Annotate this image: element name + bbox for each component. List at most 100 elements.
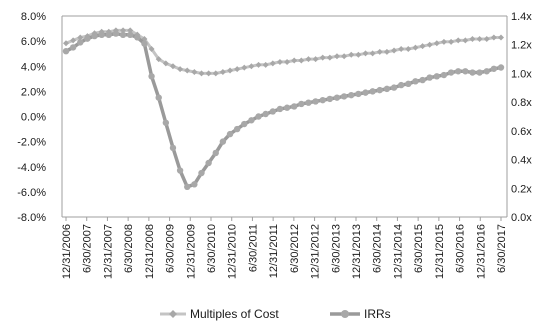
irrs-point — [412, 78, 419, 85]
irrs-point — [348, 91, 355, 99]
multiples-of-cost-point — [319, 54, 326, 61]
irrs-point — [497, 64, 505, 71]
irrs-point — [405, 80, 412, 88]
multiples-of-cost-point — [305, 56, 312, 63]
multiples-of-cost-point — [291, 57, 298, 64]
irrs-point — [426, 74, 433, 81]
irrs-point — [226, 130, 234, 138]
irrs-point — [333, 94, 341, 101]
irrs-point — [419, 76, 426, 84]
multiples-of-cost-point — [191, 68, 198, 75]
irrs-point — [69, 44, 77, 51]
multiples-of-cost-point — [255, 61, 262, 68]
x-axis-tick-label: 12/31/2007 — [102, 224, 114, 279]
irrs-point — [376, 86, 383, 94]
multiples-of-cost-point — [341, 53, 348, 60]
x-axis-tick-label: 12/31/2006 — [61, 224, 73, 279]
multiples-of-cost-point — [276, 58, 283, 65]
irrs-point — [369, 88, 376, 95]
multiples-of-cost-point — [63, 40, 69, 47]
multiples-of-cost-point — [362, 50, 369, 57]
legend-irrs-marker — [341, 310, 349, 318]
irrs-point — [433, 73, 441, 80]
x-axis-tick-label: 12/31/2016 — [475, 224, 487, 279]
irrs-point — [233, 125, 241, 133]
multiples-of-cost-point — [462, 37, 469, 44]
multiples-of-cost-point — [412, 44, 419, 51]
multiples-of-cost-point — [476, 35, 483, 42]
irrs-point — [469, 69, 476, 76]
multiples-of-cost-point — [162, 60, 169, 67]
irrs-point — [162, 119, 170, 126]
irrs-point — [490, 65, 498, 72]
irrs-point — [205, 159, 212, 167]
irrs-point — [112, 30, 120, 37]
irrs-point — [269, 108, 277, 115]
right-axis-tick-label: 0.8x — [511, 97, 532, 109]
legend: Multiples of Cost IRRs — [160, 307, 391, 321]
irrs-point — [312, 98, 319, 105]
multiples-of-cost-point — [227, 67, 234, 74]
multiples-of-cost-point — [455, 37, 462, 44]
multiples-of-cost-point — [440, 38, 447, 45]
multiples-of-cost-point — [433, 40, 440, 47]
irrs-point — [141, 40, 148, 47]
legend-label: Multiples of Cost — [190, 307, 279, 321]
irrs-point — [447, 69, 455, 76]
irrs-point — [383, 85, 391, 93]
multiples-of-cost-point — [269, 60, 276, 67]
multiples-of-cost-point — [398, 46, 405, 53]
x-axis-tick-label: 12/31/2013 — [351, 224, 363, 279]
irrs-point — [462, 68, 469, 75]
irrs-point — [283, 104, 291, 111]
multiples-of-cost-point — [262, 61, 269, 68]
x-axis-tick-label: 6/30/2013 — [330, 224, 342, 273]
multiples-of-cost-point — [498, 34, 504, 41]
multiples-of-cost-point — [333, 53, 340, 60]
irrs-point — [191, 181, 198, 188]
irrs-point — [355, 90, 362, 98]
irrs-point — [169, 144, 177, 152]
x-axis-tick-label: 12/31/2012 — [310, 224, 322, 279]
irrs-point — [397, 81, 405, 89]
irrs-point — [476, 69, 483, 76]
multiples-of-cost-point — [169, 63, 176, 70]
multiples-of-cost-point — [198, 70, 205, 77]
multiples-of-cost-point — [120, 27, 127, 34]
multiples-of-cost-point — [70, 37, 77, 44]
irrs-point — [119, 31, 127, 39]
irrs-point — [305, 99, 312, 106]
irrs-point — [255, 113, 262, 120]
x-axis-tick-label: 12/31/2010 — [227, 224, 239, 279]
irrs-point — [126, 31, 134, 39]
right-axis-tick-label: 0.0x — [511, 212, 532, 224]
multiples-of-cost-point — [326, 54, 333, 61]
irrs-point — [326, 95, 334, 103]
irrs-point — [184, 183, 191, 191]
x-axis-tick-label: 6/30/2008 — [123, 224, 135, 273]
multiples-of-cost-point — [241, 64, 248, 71]
irrs-point — [483, 68, 490, 75]
multiples-of-cost-point — [205, 70, 212, 77]
multiples-of-cost-point — [219, 68, 226, 75]
irrs-point — [176, 167, 184, 174]
irrs-point — [440, 71, 448, 79]
multiples-of-cost-point — [348, 51, 355, 58]
irrs-point — [455, 68, 462, 75]
right-axis-tick-label: 0.4x — [511, 155, 532, 167]
irrs-point — [219, 138, 227, 145]
x-axis-tick-label: 12/31/2011 — [268, 224, 280, 278]
left-axis-tick-label: 6.0% — [21, 36, 46, 48]
irrs-point — [248, 117, 255, 124]
left-axis-tick-label: 8.0% — [21, 11, 46, 23]
axes-layer — [61, 15, 508, 221]
irrs-point — [362, 89, 369, 96]
irrs-point — [155, 94, 162, 101]
multiples-of-cost-point — [77, 34, 84, 41]
multiples-of-cost-point — [212, 70, 219, 77]
multiples-of-cost-point — [383, 48, 390, 55]
multiples-of-cost-point — [127, 27, 134, 34]
x-axis-tick-label: 6/30/2014 — [372, 224, 384, 273]
multiples-of-cost-point — [355, 51, 362, 58]
